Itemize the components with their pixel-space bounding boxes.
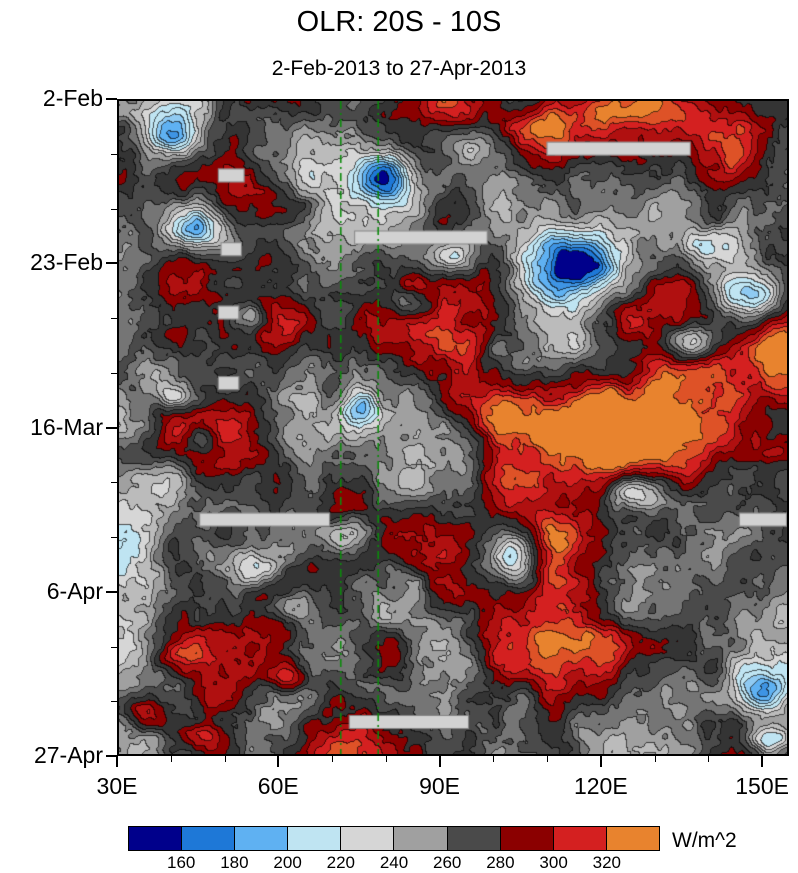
colorbar-tick-label: 220 xyxy=(326,853,355,872)
x-major-tick xyxy=(116,756,118,767)
colorbar-tick-label: 280 xyxy=(486,853,515,872)
y-minor-tick xyxy=(111,208,117,210)
x-tick-label: 150E xyxy=(735,773,789,799)
x-tick-label: 90E xyxy=(419,773,461,799)
colorbar-segment xyxy=(181,827,235,850)
hovmoller-field-canvas xyxy=(119,101,787,754)
colorbar-tick-label: 200 xyxy=(273,853,302,872)
colorbar-tick-label: 180 xyxy=(220,853,249,872)
y-minor-tick xyxy=(111,701,117,703)
y-minor-tick xyxy=(111,153,117,155)
x-major-tick xyxy=(599,756,602,767)
colorbar-tick-label: 240 xyxy=(379,853,409,872)
x-minor-tick xyxy=(385,756,387,762)
colorbar-segment xyxy=(287,827,341,850)
x-major-tick xyxy=(438,756,441,767)
colorbar-tick-label: 160 xyxy=(167,853,196,872)
colorbar-segment xyxy=(552,827,606,850)
y-tick-label: 2-Feb xyxy=(42,85,103,111)
x-major-tick xyxy=(761,756,764,767)
y-minor-tick xyxy=(111,372,117,374)
x-minor-tick xyxy=(654,756,656,762)
colorbar-tick-label: 260 xyxy=(433,853,462,872)
y-major-tick xyxy=(106,426,117,429)
x-tick-label: 60E xyxy=(257,773,299,799)
colorbar-segment xyxy=(234,827,288,850)
x-minor-tick xyxy=(170,756,172,762)
y-tick-label: 16-Mar xyxy=(30,413,103,440)
y-major-tick xyxy=(106,755,117,757)
colorbar-segment xyxy=(605,827,659,850)
y-tick-label: 27-Apr xyxy=(33,742,103,768)
y-minor-tick xyxy=(111,318,117,319)
colorbar-segment xyxy=(129,827,182,850)
y-major-tick xyxy=(106,98,117,100)
plot-frame xyxy=(117,99,789,756)
x-minor-tick xyxy=(224,756,226,762)
colorbar-tick-label: 300 xyxy=(539,853,568,872)
y-minor-tick xyxy=(111,537,117,538)
y-major-tick xyxy=(106,262,117,265)
x-major-tick xyxy=(277,756,280,767)
colorbar-segment xyxy=(446,827,500,850)
colorbar-units: W/m^2 xyxy=(672,829,737,852)
y-tick-label: 6-Apr xyxy=(46,577,103,604)
colorbar xyxy=(128,826,660,851)
y-tick-label: 23-Feb xyxy=(30,249,103,276)
colorbar-tick-label: 320 xyxy=(592,853,621,872)
x-tick-label: 30E xyxy=(96,773,138,799)
colorbar-segment xyxy=(393,827,447,850)
y-minor-tick xyxy=(111,482,117,484)
colorbar-segment xyxy=(499,827,553,850)
x-minor-tick xyxy=(547,756,549,762)
chart-subtitle: 2-Feb-2013 to 27-Apr-2013 xyxy=(271,57,527,80)
colorbar-segment xyxy=(340,827,394,850)
y-minor-tick xyxy=(111,646,117,648)
x-minor-tick xyxy=(332,756,334,762)
chart-title: OLR: 20S - 10S xyxy=(296,6,502,38)
y-major-tick xyxy=(106,590,117,593)
x-minor-tick xyxy=(708,756,710,762)
x-minor-tick xyxy=(493,756,495,762)
x-tick-label: 120E xyxy=(573,773,628,799)
